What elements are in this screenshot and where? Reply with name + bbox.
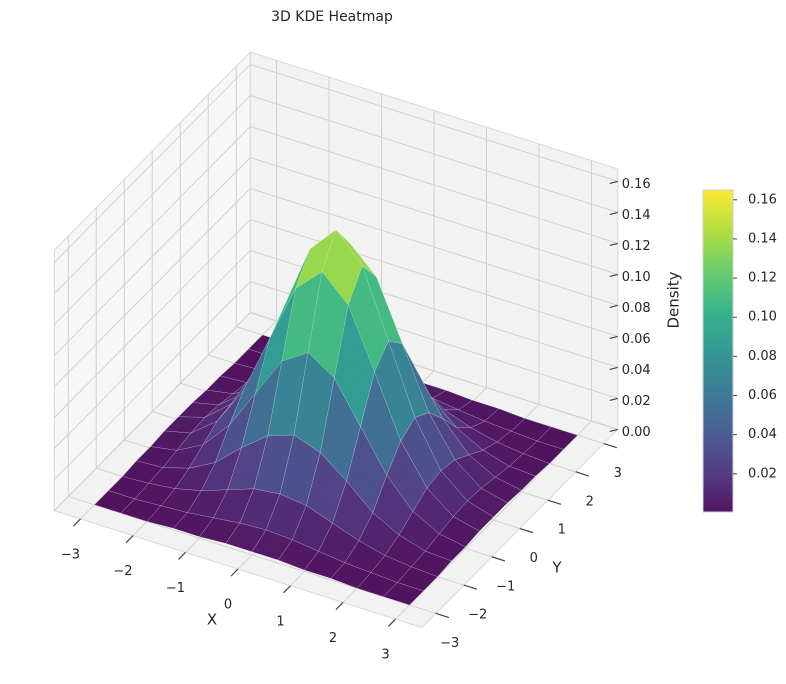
grid-line [53, 157, 251, 356]
x-tick-label: −1 [166, 581, 185, 596]
grid-line [53, 64, 251, 263]
grid-line [53, 126, 251, 325]
grid-line [53, 188, 251, 387]
x-tick-label: 0 [224, 598, 232, 613]
grid-line [68, 495, 436, 614]
colorbar-tick-label: 0.12 [748, 271, 777, 286]
z-axis-label: Density [665, 271, 683, 328]
z-tick [609, 242, 618, 246]
grid-line [250, 64, 618, 182]
colorbar-tick-label: 0.14 [748, 231, 777, 246]
colorbar-tick-label: 0.16 [748, 192, 777, 207]
y-tick-label: −2 [468, 608, 487, 623]
x-axis-label: X [207, 611, 217, 629]
surface [94, 229, 578, 606]
z-tick-label: 0.04 [622, 363, 651, 378]
y-tick [575, 471, 590, 477]
y-tick-label: −1 [496, 579, 515, 594]
x-tick [335, 602, 344, 610]
grid-line [53, 219, 251, 418]
z-tick [609, 335, 618, 339]
x-tick [178, 551, 186, 560]
colorbar-tick-label: 0.06 [748, 388, 777, 403]
x-tick-label: 2 [329, 631, 337, 646]
x-tick-label: −3 [61, 547, 80, 562]
y-tick [603, 442, 618, 449]
z-tick-label: 0.02 [622, 394, 651, 409]
x-tick-label: 1 [276, 614, 284, 629]
colorbar-tick-label: 0.10 [748, 310, 777, 325]
grid-line [250, 219, 618, 337]
y-tick-label: 2 [586, 494, 594, 509]
grid-line [250, 157, 618, 275]
y-tick-label: 0 [530, 551, 538, 566]
y-tick [491, 556, 506, 562]
grid-line [53, 312, 251, 511]
grid-line [53, 281, 251, 480]
x-tick [283, 585, 291, 594]
surface-cell [494, 465, 536, 491]
grid-line [250, 126, 618, 244]
colorbar-tick-label: 0.08 [748, 349, 777, 364]
x-tick [73, 518, 81, 527]
z-tick [609, 366, 618, 370]
z-tick [609, 180, 618, 184]
y-tick [547, 499, 562, 505]
grid-line [250, 188, 618, 306]
z-tick-label: 0.12 [622, 239, 651, 254]
colorbar [702, 189, 734, 513]
y-tick-label: 1 [558, 523, 566, 538]
y-tick-label: −3 [440, 636, 459, 651]
colorbar-tick-label: 0.04 [748, 427, 777, 442]
x-tick [388, 618, 396, 627]
y-tick-label: 3 [614, 466, 622, 481]
y-tick [463, 584, 478, 590]
surface-cell [382, 582, 424, 606]
surface-cell [438, 516, 480, 548]
chart-title: 3D KDE Heatmap [271, 9, 393, 25]
grid-line [53, 250, 251, 449]
z-tick-label: 0.00 [622, 425, 651, 440]
x-tick [230, 568, 239, 577]
z-tick-label: 0.10 [622, 270, 651, 285]
y-tick [519, 527, 534, 534]
z-tick-label: 0.08 [622, 301, 651, 316]
z-tick-label: 0.06 [622, 332, 651, 347]
z-tick [609, 211, 618, 215]
z-tick [609, 397, 618, 401]
grid-line [53, 95, 251, 294]
x-tick-label: 3 [381, 648, 389, 663]
z-tick [609, 304, 618, 308]
x-tick-label: −2 [113, 564, 132, 579]
y-axis-label: Y [551, 559, 562, 577]
z-tick-label: 0.14 [622, 208, 651, 223]
x-tick [125, 535, 134, 544]
grid-line [250, 95, 618, 213]
z-tick-label: 0.16 [622, 177, 651, 192]
z-tick [609, 273, 618, 277]
y-tick [435, 612, 450, 619]
z-tick [609, 428, 618, 432]
colorbar-tick-label: 0.02 [748, 466, 777, 481]
